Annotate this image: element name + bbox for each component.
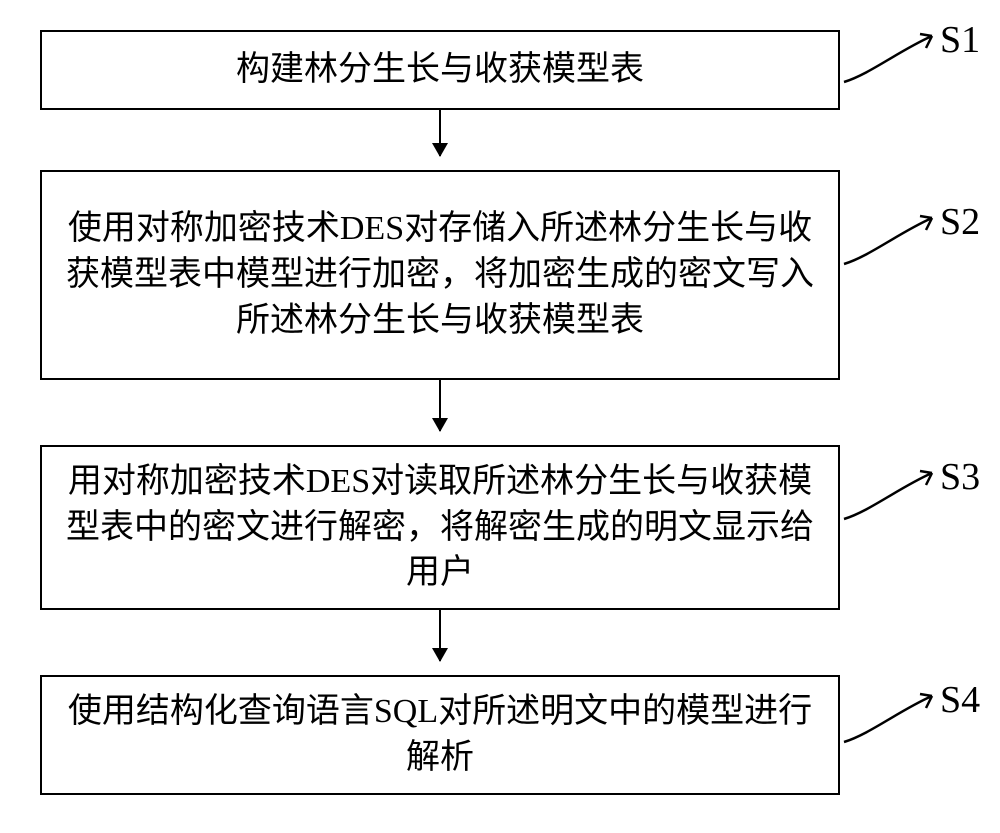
step-label-s1: S1 bbox=[940, 18, 980, 62]
flow-arrow-3-4 bbox=[439, 610, 441, 661]
curve-arrow-s2 bbox=[840, 212, 950, 268]
flow-arrow-2-3 bbox=[439, 380, 441, 431]
step-box-s1: 构建林分生长与收获模型表 bbox=[40, 30, 840, 110]
step-label-s2: S2 bbox=[940, 200, 980, 244]
step-text-s2: 使用对称加密技术DES对存储入所述林分生长与收获模型表中模型进行加密，将加密生成… bbox=[62, 206, 818, 344]
flow-arrow-1-2 bbox=[439, 110, 441, 156]
step-box-s2: 使用对称加密技术DES对存储入所述林分生长与收获模型表中模型进行加密，将加密生成… bbox=[40, 170, 840, 380]
step-text-s3: 用对称加密技术DES对读取所述林分生长与收获模型表中的密文进行解密，将解密生成的… bbox=[62, 459, 818, 597]
step-box-s3: 用对称加密技术DES对读取所述林分生长与收获模型表中的密文进行解密，将解密生成的… bbox=[40, 445, 840, 610]
curve-arrow-s3 bbox=[840, 467, 950, 523]
step-text-s4: 使用结构化查询语言SQL对所述明文中的模型进行解析 bbox=[62, 689, 818, 781]
step-label-s3: S3 bbox=[940, 455, 980, 499]
curve-arrow-s4 bbox=[840, 690, 950, 746]
step-label-s4: S4 bbox=[940, 678, 980, 722]
step-text-s1: 构建林分生长与收获模型表 bbox=[236, 47, 644, 93]
curve-arrow-s1 bbox=[840, 30, 950, 86]
flowchart-canvas: 构建林分生长与收获模型表 S1 使用对称加密技术DES对存储入所述林分生长与收获… bbox=[0, 0, 1000, 833]
step-box-s4: 使用结构化查询语言SQL对所述明文中的模型进行解析 bbox=[40, 675, 840, 795]
